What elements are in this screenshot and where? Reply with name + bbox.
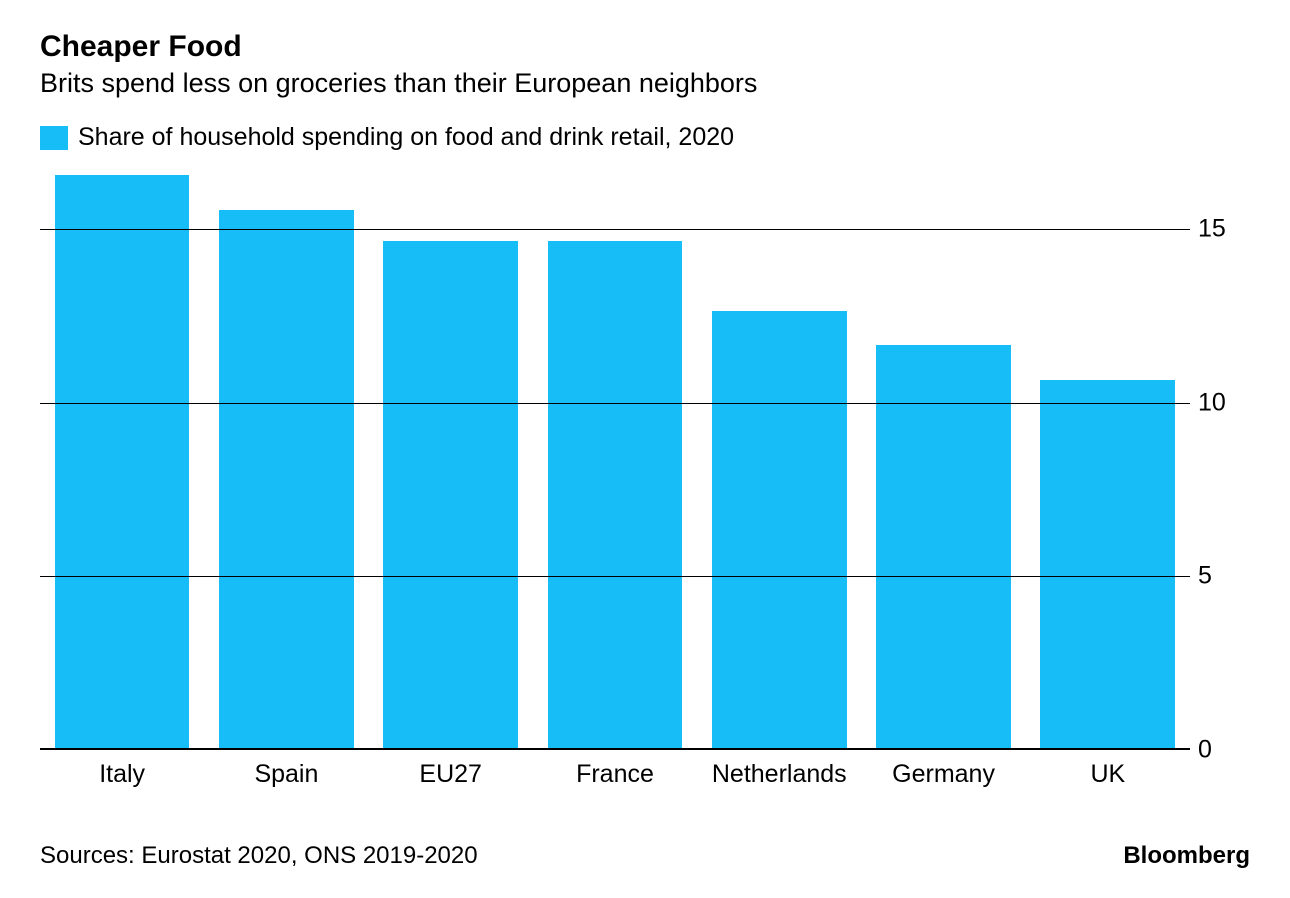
gridline [40, 229, 1190, 230]
x-axis-label: France [533, 760, 697, 789]
x-axis-label: Spain [204, 760, 368, 789]
bar-slot [697, 158, 861, 748]
y-tick-label: 10 [1198, 388, 1226, 417]
brand-text: Bloomberg [1123, 842, 1250, 870]
y-tick-label: 0 [1198, 736, 1212, 765]
sources-text: Sources: Eurostat 2020, ONS 2019-2020 [40, 842, 478, 870]
chart-area: ItalySpainEU27FranceNetherlandsGermanyUK… [40, 160, 1230, 780]
legend: Share of household spending on food and … [40, 123, 1250, 152]
x-axis-label: Netherlands [697, 760, 861, 789]
bar-slot [533, 158, 697, 748]
legend-label: Share of household spending on food and … [78, 123, 734, 152]
legend-swatch [40, 126, 68, 150]
chart-subtitle: Brits spend less on groceries than their… [40, 68, 1250, 99]
x-axis-label: Germany [861, 760, 1025, 789]
bar [1040, 380, 1175, 748]
x-axis-label: EU27 [369, 760, 533, 789]
bar [55, 175, 190, 748]
gridline [40, 576, 1190, 577]
x-axis-label: Italy [40, 760, 204, 789]
bars-container [40, 158, 1190, 748]
bar [383, 241, 518, 748]
bar-slot [861, 158, 1025, 748]
y-tick-label: 5 [1198, 562, 1212, 591]
bar-slot [1026, 158, 1190, 748]
footer: Sources: Eurostat 2020, ONS 2019-2020 Bl… [40, 842, 1250, 870]
bar [876, 345, 1011, 748]
gridline [40, 403, 1190, 404]
bar-slot [40, 158, 204, 748]
x-axis-label: UK [1026, 760, 1190, 789]
bar-slot [204, 158, 368, 748]
bar [712, 311, 847, 748]
bar [219, 210, 354, 748]
y-tick-label: 15 [1198, 215, 1226, 244]
plot-area [40, 160, 1190, 750]
bar-slot [369, 158, 533, 748]
chart-title: Cheaper Food [40, 30, 1250, 64]
x-axis-labels: ItalySpainEU27FranceNetherlandsGermanyUK [40, 760, 1190, 789]
bar [548, 241, 683, 748]
